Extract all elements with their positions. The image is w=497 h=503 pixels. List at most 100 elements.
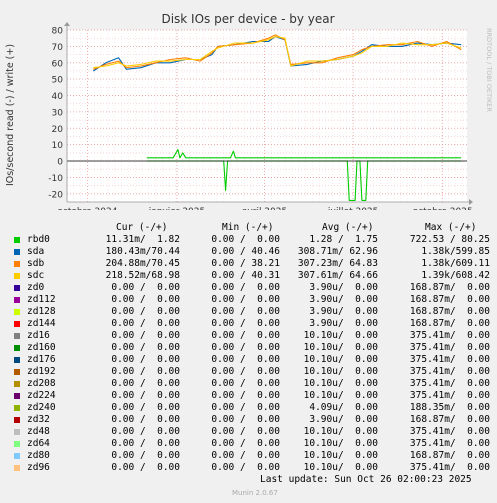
legend-name: zd96 [27, 462, 50, 473]
legend-swatch [14, 261, 20, 267]
legend-avg: 3.90u/ 0.00 [309, 318, 378, 329]
legend-cur: 0.00 / 0.00 [111, 390, 180, 401]
legend-row-zd128: zd128 0.00 / 0.00 0.00 / 0.00 3.90u/ 0.00 16… [0, 306, 497, 318]
legend-header-min: Min (-/+) [222, 222, 274, 233]
legend-row-sdb: sdb 204.88m/70.45 0.00 / 38.21 307.23m/ 64.… [0, 258, 497, 270]
legend-min: 0.00 / 0.00 [211, 402, 280, 413]
legend-min: 0.00 / 0.00 [211, 378, 280, 389]
legend-max: 1.38k/609.11 [421, 258, 490, 269]
legend-avg: 3.90u/ 0.00 [309, 306, 378, 317]
legend-row-zd160: zd160 0.00 / 0.00 0.00 / 0.00 10.10u/ 0.00 3… [0, 342, 497, 354]
legend-min: 0.00 / 0.00 [211, 318, 280, 329]
legend-row-zd16: zd16 0.00 / 0.00 0.00 / 0.00 10.10u/ 0.00 37… [0, 330, 497, 342]
legend-swatch [14, 453, 20, 459]
series-line-rbd0-read [146, 160, 462, 201]
legend-name: zd208 [27, 378, 56, 389]
y-tick-label: 70 [52, 43, 64, 53]
legend-cur: 0.00 / 0.00 [111, 378, 180, 389]
legend-min: 0.00 / 0.00 [211, 282, 280, 293]
legend-min: 0.00 / 0.00 [211, 426, 280, 437]
legend-name: zd64 [27, 438, 50, 449]
chart-title: Disk IOs per device - by year [161, 12, 334, 26]
legend-cur: 0.00 / 0.00 [111, 402, 180, 413]
legend-max: 375.41m/ 0.00 [409, 426, 490, 437]
legend-avg: 3.90u/ 0.00 [309, 414, 378, 425]
y-tick-label: -10 [48, 174, 63, 184]
legend-avg: 10.10u/ 0.00 [303, 378, 378, 389]
y-axis-arrow [64, 22, 70, 26]
legend-row-zd96: zd96 0.00 / 0.00 0.00 / 0.00 10.10u/ 0.00 37… [0, 462, 497, 474]
legend-avg: 10.10u/ 0.00 [303, 450, 378, 461]
y-tick-label: 30 [52, 108, 64, 118]
y-tick-label: 60 [52, 59, 64, 69]
legend-row-zd64: zd64 0.00 / 0.00 0.00 / 0.00 10.10u/ 0.00 37… [0, 438, 497, 450]
legend-cur: 11.31m/ 1.82 [105, 234, 180, 245]
legend-max: 375.41m/ 0.00 [409, 330, 490, 341]
legend-row-zd0: zd0 0.00 / 0.00 0.00 / 0.00 3.90u/ 0.00 168.… [0, 282, 497, 294]
legend-name: zd160 [27, 342, 56, 353]
legend-row-zd32: zd32 0.00 / 0.00 0.00 / 0.00 3.90u/ 0.00 168… [0, 414, 497, 426]
legend-header-max: Max (-/+) [425, 222, 477, 233]
legend-min: 0.00 / 0.00 [211, 438, 280, 449]
legend-row-rbd0: rbd0 11.31m/ 1.82 0.00 / 0.00 1.28 / 1.75 72… [0, 234, 497, 246]
legend-max: 375.41m/ 0.00 [409, 438, 490, 449]
legend-cur: 0.00 / 0.00 [111, 366, 180, 377]
legend-max: 375.41m/ 0.00 [409, 462, 490, 473]
legend-swatch [14, 405, 20, 411]
legend-cur: 0.00 / 0.00 [111, 414, 180, 425]
legend-avg: 10.10u/ 0.00 [303, 342, 378, 353]
legend-cur: 0.00 / 0.00 [111, 342, 180, 353]
y-tick-label: 50 [52, 76, 64, 86]
legend-name: zd16 [27, 330, 50, 341]
legend-avg: 10.10u/ 0.00 [303, 438, 378, 449]
legend-name: zd240 [27, 402, 56, 413]
series-line-sdc [93, 36, 462, 69]
legend-cur: 0.00 / 0.00 [111, 426, 180, 437]
rrdtool-watermark: RRDTOOL / TOBI OETIKER [485, 28, 493, 112]
legend-name: zd48 [27, 426, 50, 437]
legend-min: 0.00 / 0.00 [211, 450, 280, 461]
legend-row-zd192: zd192 0.00 / 0.00 0.00 / 0.00 10.10u/ 0.00 3… [0, 366, 497, 378]
legend-min: 0.00 / 0.00 [211, 366, 280, 377]
legend-name: sda [27, 246, 45, 257]
legend-min: 0.00 / 0.00 [211, 306, 280, 317]
legend-avg: 3.90u/ 0.00 [309, 294, 378, 305]
legend-min: 0.00 / 0.00 [211, 294, 280, 305]
y-tick-label: -20 [48, 190, 63, 200]
legend-name: zd192 [27, 366, 56, 377]
legend-swatch [14, 285, 20, 291]
legend-avg: 10.10u/ 0.00 [303, 354, 378, 365]
y-tick-label: 0 [57, 158, 63, 168]
legend-row-sda: sda 180.43m/70.44 0.00 / 40.46 308.71m/ 62.… [0, 246, 497, 258]
legend-cur: 180.43m/70.44 [105, 246, 180, 257]
legend-cur: 0.00 / 0.00 [111, 294, 180, 305]
legend-row-zd240: zd240 0.00 / 0.00 0.00 / 0.00 4.09u/ 0.00 18… [0, 402, 497, 414]
legend-row-zd224: zd224 0.00 / 0.00 0.00 / 0.00 10.10u/ 0.00 3… [0, 390, 497, 402]
legend-header-avg: Avg (-/+) [322, 222, 374, 233]
y-tick-label: 10 [52, 141, 64, 151]
legend-swatch [14, 321, 20, 327]
legend-min: 0.00 / 0.00 [211, 342, 280, 353]
legend-cur: 0.00 / 0.00 [111, 354, 180, 365]
legend-name: sdc [27, 270, 45, 281]
legend-min: 0.00 / 40.31 [211, 270, 280, 281]
series-lines [93, 34, 462, 201]
legend-row-zd208: zd208 0.00 / 0.00 0.00 / 0.00 10.10u/ 0.00 3… [0, 378, 497, 390]
legend-swatch [14, 381, 20, 387]
y-tick-label: 40 [52, 92, 64, 102]
x-axis-arrow [469, 199, 473, 205]
legend-min: 0.00 / 38.21 [211, 258, 280, 269]
x-tick-label: octobre 2024 [57, 207, 117, 210]
legend-name: zd128 [27, 306, 56, 317]
legend-max: 722.53 / 80.25 [409, 234, 490, 245]
legend-row-zd176: zd176 0.00 / 0.00 0.00 / 0.00 10.10u/ 0.00 3… [0, 354, 497, 366]
legend-min: 0.00 / 40.46 [211, 246, 280, 257]
legend-min: 0.00 / 0.00 [211, 390, 280, 401]
legend-name: rbd0 [27, 234, 50, 245]
y-tick-label: 20 [52, 125, 64, 135]
legend-min: 0.00 / 0.00 [211, 354, 280, 365]
legend-avg: 308.71m/ 62.96 [297, 246, 378, 257]
legend-cur: 0.00 / 0.00 [111, 330, 180, 341]
plot-area [67, 30, 467, 202]
